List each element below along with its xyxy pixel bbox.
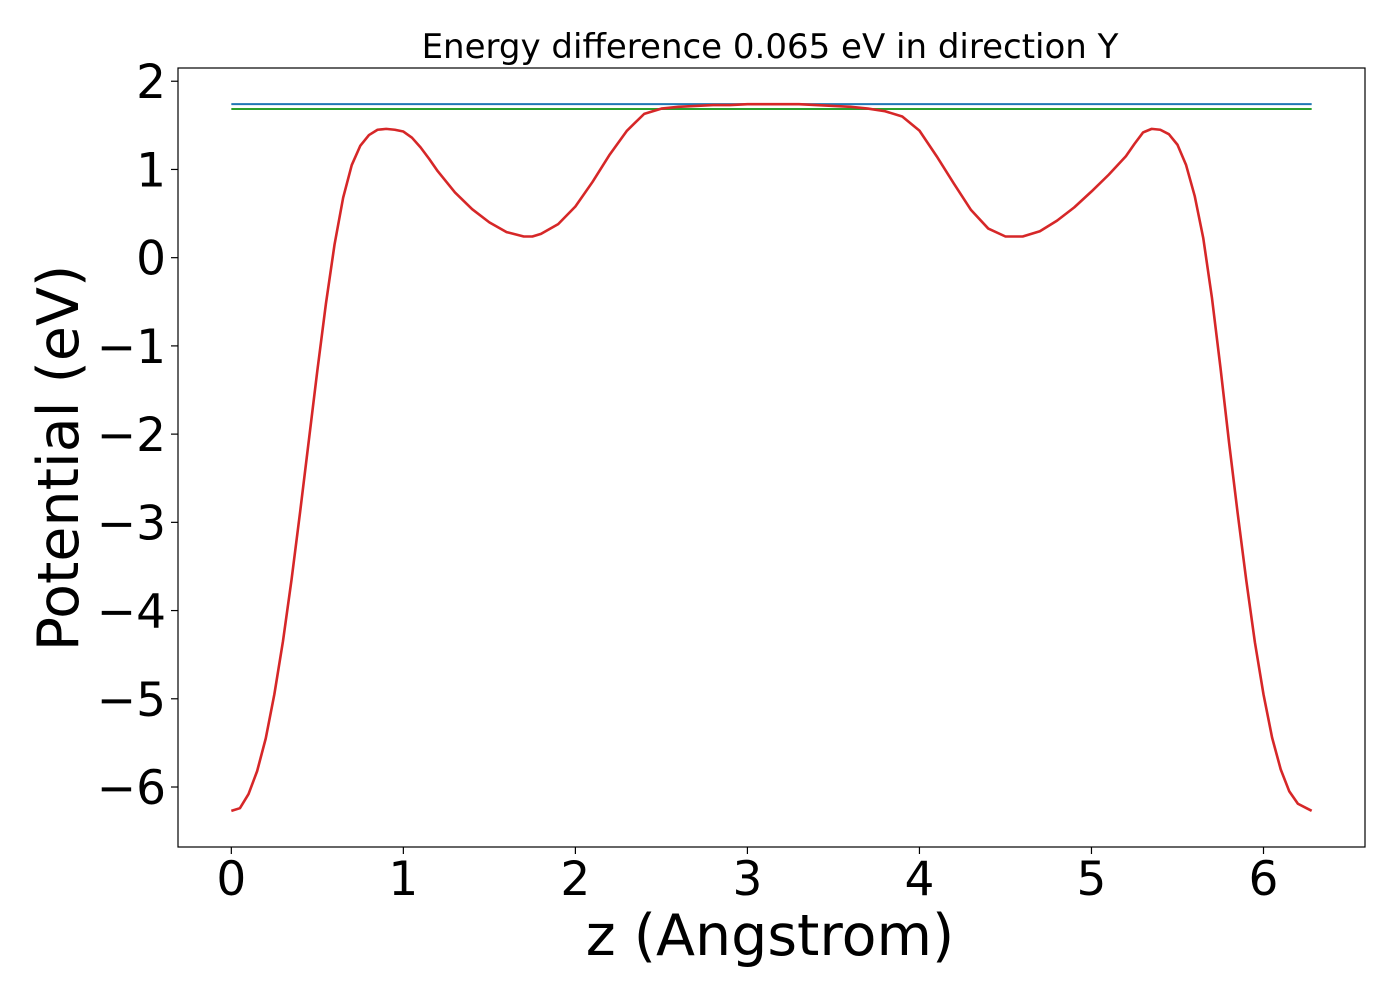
series-layer bbox=[230, 102, 1313, 813]
x-tick-label: 4 bbox=[904, 852, 934, 907]
x-tick-label: 3 bbox=[732, 852, 762, 907]
plot-area-frame bbox=[177, 67, 1366, 848]
y-tick-label: −4 bbox=[97, 585, 166, 640]
x-axis-label: z (Angstrom) bbox=[586, 903, 954, 969]
x-tick-label: 0 bbox=[216, 852, 246, 907]
y-axis-label: Potential (eV) bbox=[26, 265, 92, 651]
y-tick-label: −3 bbox=[97, 496, 166, 551]
x-tick-label: 5 bbox=[1077, 852, 1107, 907]
y-tick-label: 0 bbox=[136, 232, 166, 287]
y-tick-label: 1 bbox=[136, 143, 166, 198]
y-tick-label: −6 bbox=[97, 761, 166, 816]
x-axis-ticks: 0 1 2 3 4 5 6 bbox=[216, 847, 1278, 907]
y-tick-label: 2 bbox=[136, 55, 166, 110]
y-tick-label: −2 bbox=[97, 408, 166, 463]
x-tick-label: 1 bbox=[388, 852, 418, 907]
x-tick-label: 2 bbox=[560, 852, 590, 907]
x-tick-label: 6 bbox=[1249, 852, 1279, 907]
y-tick-label: −1 bbox=[97, 320, 166, 375]
series-line-2 bbox=[230, 102, 1313, 813]
y-tick-label: −5 bbox=[97, 673, 166, 728]
chart-title: Energy difference 0.065 eV in direction … bbox=[422, 27, 1119, 67]
y-axis-ticks: −6 −5 −4 −3 −2 −1 0 1 2 bbox=[97, 55, 178, 816]
